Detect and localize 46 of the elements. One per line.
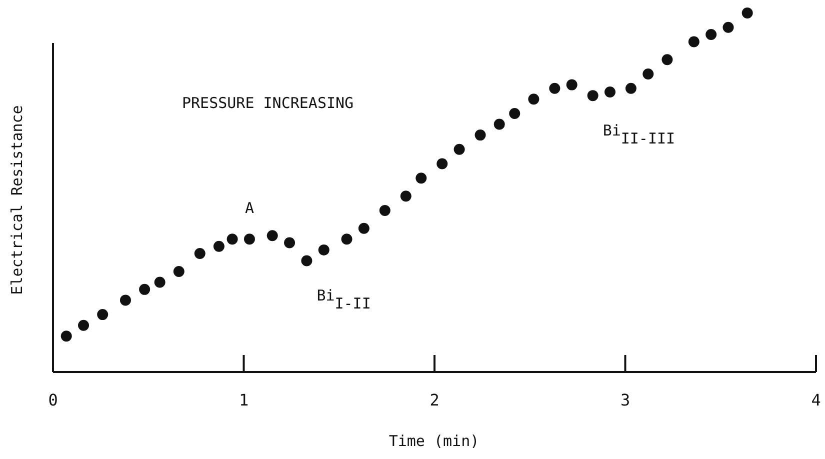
point (604, 86, 616, 98)
point (722, 22, 734, 33)
point (566, 79, 578, 90)
point (60, 330, 72, 342)
point (587, 90, 598, 102)
point (120, 294, 131, 306)
point (358, 222, 370, 234)
x-tick-label: 3 (620, 390, 630, 410)
point (642, 68, 654, 80)
point (474, 130, 486, 141)
point (549, 82, 560, 94)
x-axis-title: Time (min) (388, 432, 480, 450)
point (454, 144, 465, 155)
point (528, 94, 540, 105)
point (284, 237, 296, 248)
annotation: A (244, 199, 254, 218)
point (436, 158, 448, 170)
point (400, 190, 412, 202)
point (341, 234, 352, 245)
point (194, 248, 206, 260)
point (509, 108, 520, 120)
point (662, 54, 673, 66)
point (97, 309, 108, 320)
point (301, 255, 312, 266)
point (213, 240, 224, 252)
point (706, 29, 717, 40)
x-tick-label: 4 (811, 390, 821, 410)
y-axis-title: Electrical Resistance (8, 105, 26, 295)
point (78, 320, 90, 331)
point (318, 244, 330, 256)
point (226, 234, 238, 245)
point (625, 82, 636, 94)
point (244, 234, 255, 245)
x-tick-label: 1 (238, 390, 249, 410)
x-tick-label: 0 (48, 390, 58, 410)
annotation: PRESSURE INCREASING (182, 94, 354, 112)
point (173, 266, 184, 277)
point (139, 284, 150, 295)
point (688, 36, 700, 48)
point (416, 172, 427, 184)
point (266, 230, 278, 242)
point (379, 204, 390, 216)
x-tick-label: 2 (430, 390, 440, 410)
point (154, 276, 166, 288)
point (494, 118, 505, 130)
point (742, 8, 753, 18)
